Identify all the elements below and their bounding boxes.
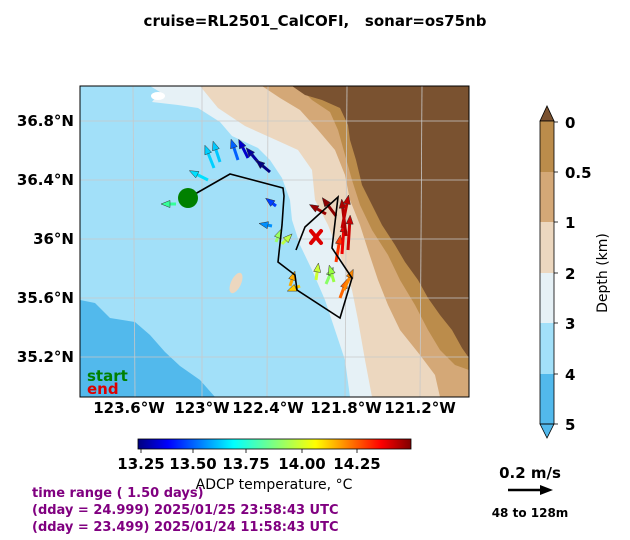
scale-arrow [508,485,553,495]
current-vector-head [345,214,354,225]
depth-tick: 3 [565,315,575,333]
temperature-colorbar [137,438,412,450]
current-vector-head [188,170,200,179]
current-vector-head [327,264,336,276]
depth-tick: 0 [565,114,575,132]
scale-depth-range: 48 to 128m [492,506,569,520]
current-vector-head [286,283,298,292]
lat-label: 36.4°N [17,171,74,189]
current-vector-head [230,138,238,150]
graticule [80,86,469,397]
current-vector-head [204,144,213,156]
current-vector-head [255,159,266,170]
current-vector-head [258,221,269,230]
end-label: end [87,380,119,398]
temperature-colorbar-ticks [140,449,358,453]
temperature-tick: 13.25 [117,455,164,473]
seamount [229,272,243,294]
end-time-text: (dday = 24.999) 2025/01/25 23:58:43 UTC [32,503,339,518]
land [292,86,469,358]
lat-label: 36.8°N [17,112,74,130]
map-frame [79,85,470,398]
time-range-text: time range ( 1.50 days) [32,486,204,501]
current-vector-head [313,262,322,273]
current-vector-head [321,197,331,208]
current-vector-head [282,233,293,244]
map-panel [80,86,469,397]
temperature-tick: 13.75 [222,455,269,473]
depth-tick: 2 [565,265,575,283]
plot-title: cruise=RL2501_CalCOFI, sonar=os75nb [143,12,487,30]
temperature-tick: 14.25 [333,455,380,473]
current-vectors [160,138,354,299]
depth-tick: 5 [565,416,575,434]
temperature-tick: 14.00 [278,455,325,473]
depth-tick: 1 [565,214,575,232]
lat-label: 35.2°N [17,348,74,366]
scale-speed-label: 0.2 m/s [499,464,561,482]
lon-label: 121.8°W [310,399,382,417]
end-marker [309,229,323,245]
current-vector-head [308,204,320,213]
lon-label: 121.2°W [384,399,456,417]
current-vector-head [212,140,220,152]
start-time-text: (dday = 23.499) 2025/01/24 11:58:43 UTC [32,520,339,535]
depth-colorbar [539,105,558,439]
deep-water-region [80,300,215,397]
lat-label: 36°N [33,230,74,248]
depth-colorbar-label: Depth (km) [595,233,611,313]
temperature-colorbar-label: ADCP temperature, °C [196,477,353,493]
lon-label: 123°W [174,399,230,417]
lon-label: 123.6°W [93,399,165,417]
current-vector-head [265,197,276,207]
current-vector-head [160,200,171,208]
depth-tick: 0.5 [565,164,592,182]
lon-label: 122.4°W [232,399,304,417]
ship-track [187,173,353,320]
current-vector-head [245,147,256,158]
temperature-tick: 13.50 [169,455,216,473]
current-vector-head [342,194,351,205]
depth-tick: 4 [565,366,575,384]
current-vector-head [238,138,247,150]
start-marker [178,188,198,208]
start-label: start [87,367,128,385]
lat-label: 35.6°N [17,289,74,307]
bank [151,92,165,100]
